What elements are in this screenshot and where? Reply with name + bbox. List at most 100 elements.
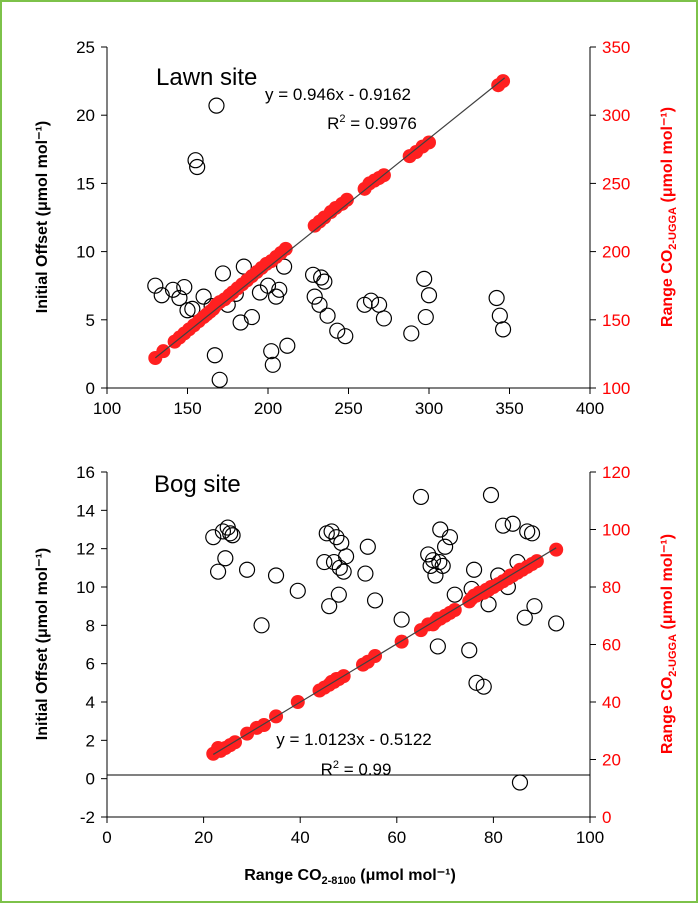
- bog-range-point: [368, 649, 383, 663]
- bog-offset-point: [465, 561, 483, 578]
- lawn-r2: R2 = 0.9976: [327, 113, 417, 133]
- bog-x-tick-label: 60: [387, 828, 406, 847]
- bog-offset-point: [494, 517, 512, 534]
- lawn-offset-point: [263, 343, 280, 360]
- bog-y2-tick-label: 60: [602, 636, 621, 655]
- bog-offset-point: [432, 521, 449, 538]
- bog-offset-point: [429, 638, 446, 655]
- lawn-x-tick-label: 400: [576, 399, 604, 418]
- lawn-range-point: [496, 74, 511, 89]
- bog-y2-tick-label: 0: [602, 808, 611, 827]
- bog-y-tick-label: 16: [76, 463, 95, 482]
- bog-offset-point: [289, 582, 306, 599]
- lawn-offset-point: [279, 337, 296, 354]
- bog-offset-point: [526, 598, 543, 615]
- bog-y2-tick-label: 20: [602, 751, 621, 770]
- bog-y2-tick-label: 120: [602, 463, 630, 482]
- bog-offset-point: [222, 525, 239, 542]
- lawn-title: Lawn site: [156, 64, 257, 91]
- bog-y-tick-label: 6: [86, 655, 95, 674]
- bog-y-tick-label: 4: [86, 693, 95, 712]
- lawn-range-point: [422, 135, 436, 150]
- lawn-chart: 100 150 200 250 300 350 400 0 5 10 15 20 25 100 150 200…: [34, 38, 679, 418]
- bog-offset-point: [523, 525, 541, 542]
- bog-chart: 0 20 40 60 80 100 -2 0 2 4 6 8 10 12 14 16 0 20 40 60 80 100 1…: [34, 463, 679, 887]
- bog-x-tick-label: 40: [291, 828, 310, 847]
- lawn-y2-tick-label: 350: [602, 38, 630, 57]
- bog-r2: R2 = 0.99: [321, 759, 392, 779]
- bog-y-tick-label: 0: [86, 770, 95, 789]
- lawn-offset-point: [420, 287, 438, 304]
- bog-offset-point: [548, 615, 565, 632]
- lawn-y2-tick-label: 300: [602, 106, 630, 125]
- bog-offset-point: [468, 674, 485, 691]
- bog-offset-point: [335, 563, 352, 580]
- bog-offset-point: [446, 586, 463, 603]
- bog-x-tick-label: 20: [194, 828, 213, 847]
- lawn-offset-point: [184, 300, 201, 317]
- bog-offset-point: [420, 546, 437, 563]
- lawn-x-tick-label: 250: [334, 399, 362, 418]
- bog-offset-point: [328, 529, 345, 546]
- bog-offset-point: [441, 529, 459, 546]
- bog-offset-point: [516, 609, 533, 626]
- lawn-offset-point: [271, 281, 288, 298]
- lawn-y-tick-label: 10: [76, 243, 95, 262]
- bog-offset-point: [331, 559, 348, 576]
- bog-range-point: [447, 603, 462, 617]
- lawn-offset-point: [179, 302, 196, 319]
- bog-equation: y = 1.0123x - 0.5122: [276, 730, 431, 749]
- bog-y-tick-label: 12: [76, 540, 95, 559]
- lawn-equation: y = 0.946x - 0.9162: [265, 85, 411, 104]
- bog-offset-point: [330, 586, 347, 603]
- bog-title: Bog site: [154, 471, 241, 498]
- lawn-offset-point: [189, 158, 206, 176]
- lawn-trendline: [154, 77, 506, 359]
- bog-offset-point: [253, 617, 270, 634]
- bog-offset-point: [427, 567, 444, 584]
- bog-x-tick-label: 0: [102, 828, 111, 847]
- lawn-offset-point: [195, 288, 212, 305]
- bog-right-axis-title: Range CO2-UGGA (μmol mol⁻¹): [659, 534, 679, 754]
- bog-y2-tick-label: 80: [602, 578, 621, 597]
- bog-offset-point: [475, 678, 492, 695]
- bog-offset-point: [434, 557, 451, 575]
- bog-offset-point: [504, 515, 521, 532]
- bog-offset-point: [437, 538, 454, 555]
- lawn-offset-point: [211, 371, 228, 388]
- lawn-range-point: [278, 241, 293, 256]
- bog-offset-point: [366, 592, 384, 609]
- bog-offset-point: [337, 548, 355, 565]
- lawn-offset-point: [417, 308, 434, 326]
- lawn-y-tick-label: 25: [76, 38, 95, 57]
- lawn-y2-tick-label: 100: [602, 379, 630, 398]
- lawn-offset-point: [362, 292, 380, 309]
- lawn-offset-point: [306, 288, 323, 305]
- bog-offset-point: [461, 642, 478, 659]
- bog-trendline: [212, 547, 557, 755]
- bog-offset-point: [224, 527, 241, 544]
- lawn-offset-point: [214, 265, 232, 282]
- lawn-offset-point: [187, 152, 204, 169]
- lawn-y2-tick-label: 200: [602, 243, 630, 262]
- lawn-offset-point: [304, 266, 322, 283]
- bog-y-tick-label: 2: [86, 731, 95, 750]
- bog-offset-point: [424, 552, 442, 569]
- lawn-y2-tick-label: 150: [602, 311, 630, 330]
- bog-offset-point: [321, 598, 338, 615]
- lawn-x-tick-label: 300: [415, 399, 443, 418]
- bog-x-tick-label: 100: [576, 828, 604, 847]
- bog-x-tick-label: 80: [484, 828, 503, 847]
- lawn-offset-point: [259, 277, 277, 294]
- lawn-offset-point: [313, 269, 330, 286]
- lawn-offset-point: [319, 307, 336, 324]
- bog-left-axis-title: Initial Offset (μmol mol⁻¹): [34, 548, 51, 740]
- bog-range-point: [549, 542, 564, 557]
- lawn-range-point: [339, 192, 354, 207]
- lawn-offset-point: [206, 347, 223, 364]
- bog-offset-point: [359, 538, 376, 555]
- bog-offset-point: [209, 563, 227, 580]
- bog-offset-point: [482, 486, 500, 504]
